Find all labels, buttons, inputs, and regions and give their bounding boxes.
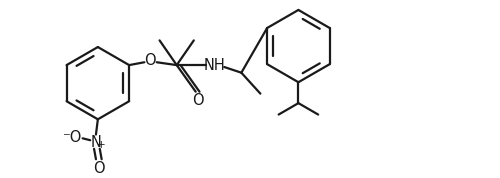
Text: NH: NH (204, 58, 226, 73)
Text: O: O (144, 53, 156, 68)
Text: O: O (93, 161, 104, 176)
Text: +: + (98, 140, 106, 150)
Text: N: N (90, 135, 102, 150)
Text: ⁻O: ⁻O (62, 130, 82, 145)
Text: O: O (192, 93, 203, 108)
